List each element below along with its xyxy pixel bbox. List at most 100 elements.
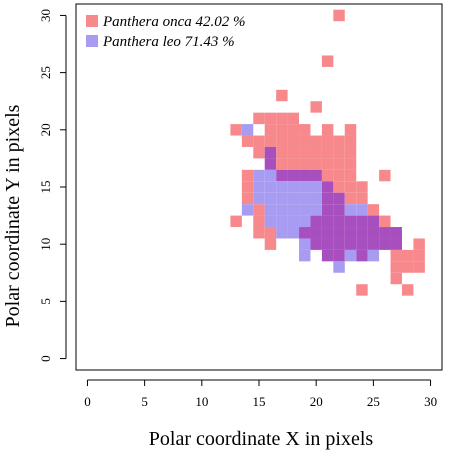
leo-cell: [356, 204, 368, 216]
overlap-cell: [344, 215, 357, 228]
onca-cell: [321, 135, 334, 147]
overlap-cell: [333, 192, 345, 205]
onca-cell: [230, 215, 242, 228]
leo-cell: [264, 192, 277, 205]
onca-cell: [276, 124, 288, 136]
onca-cell: [321, 55, 334, 67]
onca-cell: [241, 135, 254, 147]
leo-cell: [253, 192, 265, 205]
onca-cell: [390, 261, 402, 273]
onca-cell: [299, 124, 311, 136]
legend: Panthera onca 42.02 % Panthera leo 71.43 …: [86, 14, 245, 50]
leo-cell: [310, 192, 322, 205]
overlap-cell: [299, 227, 311, 239]
overlap-cell: [344, 238, 357, 250]
x-tick-label: 0: [84, 394, 91, 409]
overlap-cell: [333, 215, 345, 228]
onca-cell: [264, 135, 277, 147]
onca-cell: [413, 261, 425, 273]
onca-cell: [390, 249, 402, 262]
leo-cell: [276, 181, 288, 193]
overlap-cell: [321, 204, 334, 216]
onca-cell: [321, 169, 334, 182]
onca-cell: [276, 135, 288, 147]
leo-cell: [299, 204, 311, 216]
onca-cell: [299, 158, 311, 170]
onca-cell: [333, 169, 345, 182]
onca-cell: [401, 284, 414, 296]
leo-cell: [299, 249, 311, 262]
leo-cell: [264, 215, 277, 228]
leo-cell: [276, 204, 288, 216]
overlap-cell: [356, 249, 368, 262]
onca-cell: [321, 146, 334, 159]
onca-cell: [264, 112, 277, 125]
x-tick-label: 20: [310, 394, 323, 409]
leo-cell: [264, 181, 277, 193]
onca-cell: [287, 135, 300, 147]
onca-cell: [299, 146, 311, 159]
leo-cell: [310, 181, 322, 193]
leo-cell: [287, 227, 300, 239]
onca-cell: [390, 272, 402, 285]
onca-cell: [276, 158, 288, 170]
onca-cell: [264, 227, 277, 239]
overlap-cell: [367, 215, 380, 228]
onca-cell: [253, 215, 265, 228]
y-tick-label: 5: [38, 298, 53, 305]
onca-cell: [344, 169, 357, 182]
onca-cell: [344, 158, 357, 170]
overlap-cell: [333, 227, 345, 239]
overlap-cell: [321, 181, 334, 193]
leo-cell: [276, 215, 288, 228]
onca-cell: [344, 181, 357, 193]
onca-cell: [413, 249, 425, 262]
onca-cell: [401, 261, 414, 273]
overlap-cell: [333, 238, 345, 250]
overlap-cell: [276, 169, 288, 182]
leo-cell: [241, 204, 254, 216]
overlap-cell: [333, 249, 345, 262]
onca-cell: [379, 215, 391, 228]
onca-cell: [356, 192, 368, 205]
leo-cell: [264, 169, 277, 182]
onca-cell: [310, 146, 322, 159]
onca-cell: [253, 112, 265, 125]
overlap-cell: [321, 215, 334, 228]
y-tick-label: 0: [38, 355, 53, 362]
leo-cell: [264, 204, 277, 216]
onca-cell: [253, 204, 265, 216]
onca-cell: [287, 158, 300, 170]
leo-cell: [287, 215, 300, 228]
onca-cell: [310, 135, 322, 147]
overlap-cell: [321, 192, 334, 205]
overlap-cell: [321, 227, 334, 239]
onca-cell: [241, 169, 254, 182]
x-tick-label: 15: [253, 394, 266, 409]
overlap-cell: [310, 227, 322, 239]
y-tick-label: 30: [38, 9, 53, 22]
overlap-cell: [321, 238, 334, 250]
leo-cell: [333, 261, 345, 273]
leo-cell: [287, 204, 300, 216]
overlap-cell: [264, 146, 277, 159]
overlap-cell: [310, 238, 322, 250]
overlap-cell: [356, 227, 368, 239]
x-axis: 0 5 10 15 20 25 30: [84, 379, 437, 409]
onca-cell: [401, 249, 414, 262]
onca-cell: [344, 192, 357, 205]
onca-cell: [321, 158, 334, 170]
y-tick-label: 10: [38, 238, 53, 251]
overlap-cell: [310, 215, 322, 228]
plot-frame: [75, 3, 443, 371]
legend-swatch: [86, 15, 98, 27]
overlap-cell: [310, 169, 322, 182]
y-axis-title: Polar coordinate Y in pixels: [2, 104, 24, 327]
onca-cell: [276, 89, 288, 102]
onca-cell: [379, 169, 391, 182]
y-axis: 0 5 10 15 20 25 30: [38, 9, 67, 362]
leo-cell: [241, 124, 254, 136]
overlap-cell: [299, 169, 311, 182]
onca-cell: [356, 284, 368, 296]
leo-cell: [276, 192, 288, 205]
